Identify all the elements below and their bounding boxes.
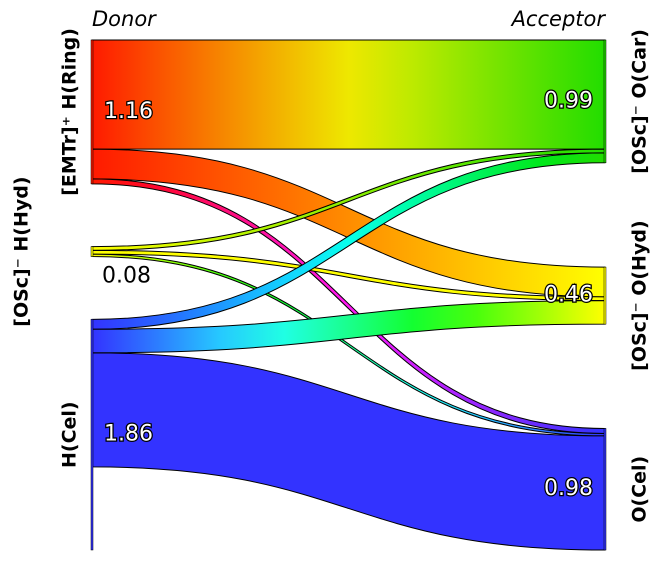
node (90, 39, 94, 185)
node-name: H(Cel) (59, 401, 81, 468)
node-name: [OSc]⁻ H(Hyd) (11, 176, 33, 326)
link (91, 352, 606, 551)
value-label: 1.86 (104, 422, 153, 447)
node (90, 319, 94, 551)
value-label: 0.46 (544, 283, 593, 308)
value-label: 1.16 (104, 99, 153, 124)
value-label: 0.99 (544, 88, 593, 113)
value-label: 0.98 (544, 476, 593, 501)
left-header: Donor (92, 7, 157, 31)
node-name: [OSc]⁻ O(Car) (629, 29, 651, 174)
nodes (90, 39, 607, 551)
node (603, 266, 607, 325)
node (90, 246, 94, 257)
node-name: [EMTr]⁺ H(Ring) (59, 28, 81, 196)
node (603, 428, 607, 551)
node-name: O(Cel) (629, 456, 651, 523)
links (91, 39, 606, 551)
link (91, 39, 606, 150)
node (603, 39, 607, 164)
value-label: 0.08 (102, 264, 151, 289)
right-header: Acceptor (510, 7, 607, 31)
node-name: [OSc]⁻ O(Hyd) (629, 220, 651, 371)
